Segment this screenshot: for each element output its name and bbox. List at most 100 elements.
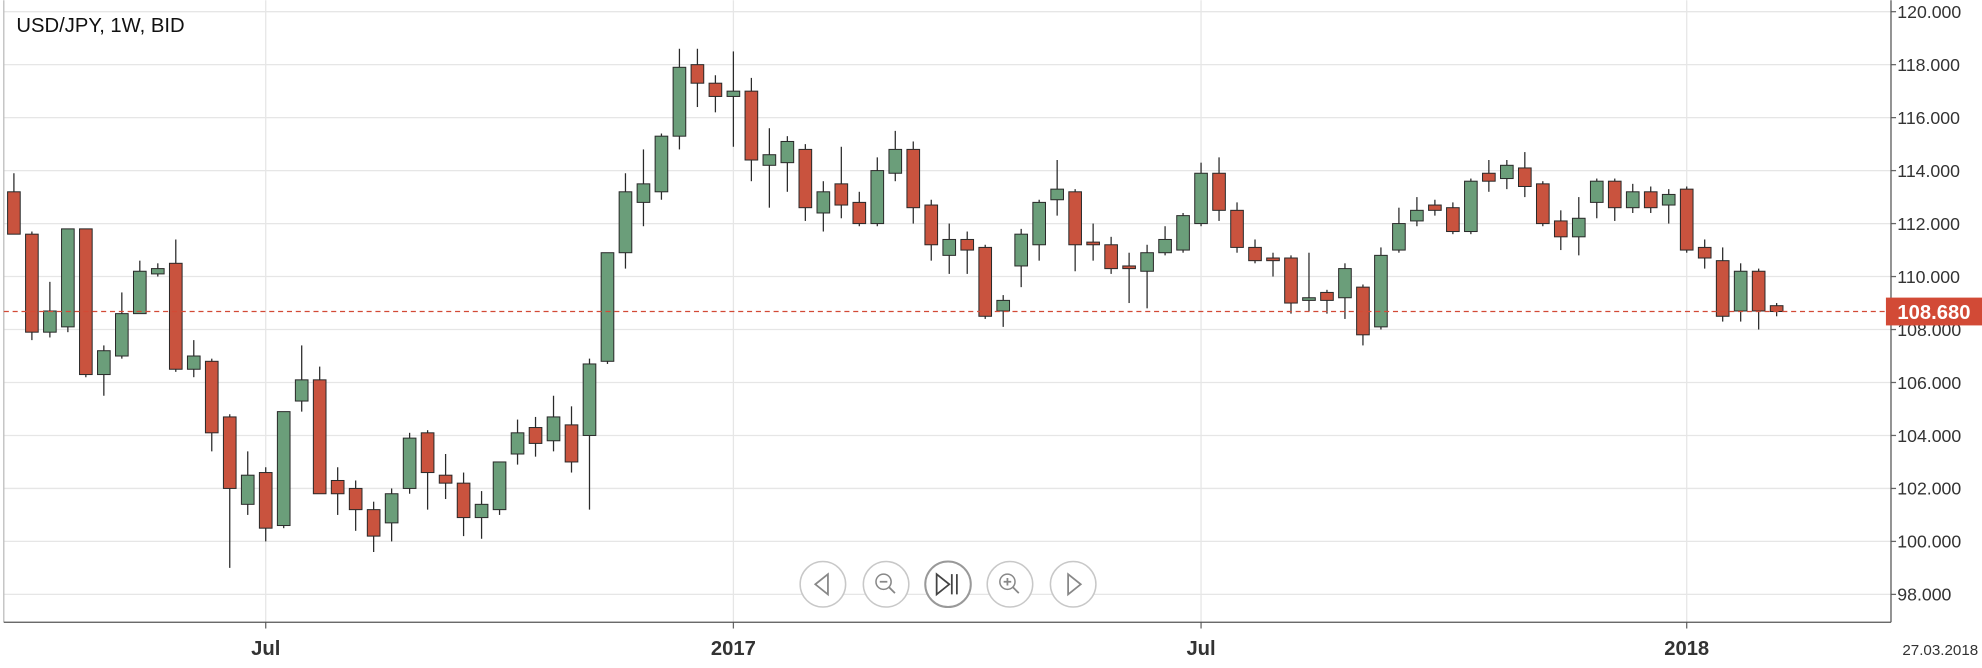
candle-body	[1140, 252, 1154, 272]
y-tick-label: 120.000	[1897, 2, 1961, 22]
candle-body	[942, 238, 957, 256]
candle-body	[1158, 238, 1172, 254]
candle-body	[456, 482, 471, 519]
candle-body	[1733, 270, 1748, 312]
candle-body	[726, 90, 741, 97]
candle-body	[7, 191, 21, 235]
candle-body	[348, 487, 363, 511]
candle-body	[1302, 297, 1316, 301]
candle-body	[168, 262, 183, 370]
candle-body	[744, 90, 759, 161]
candle-body	[510, 432, 525, 455]
candle-body	[888, 148, 903, 174]
candle-body	[1607, 180, 1622, 209]
candle-body	[762, 154, 777, 166]
candle-body	[294, 379, 309, 402]
x-tick-label: Jul	[251, 638, 280, 660]
candle-body	[1751, 270, 1766, 312]
candle-body	[1482, 172, 1496, 182]
candle-body	[1535, 183, 1550, 225]
candle-body	[978, 246, 993, 317]
candle-body	[240, 474, 255, 505]
candle-body	[1284, 257, 1298, 304]
candle-body	[996, 299, 1011, 312]
candle-body	[1715, 260, 1730, 317]
candle-body	[1338, 268, 1352, 299]
chart-title: USD/JPY, 1W, BID	[16, 15, 184, 37]
zoom-in-button[interactable]	[986, 560, 1034, 608]
candle-body	[1589, 180, 1604, 203]
scroll-right-button[interactable]	[1049, 560, 1097, 608]
candle-body	[1679, 188, 1694, 251]
candle-body	[1625, 191, 1640, 209]
candle-body	[1410, 209, 1424, 222]
y-tick-label: 98.000	[1897, 585, 1951, 605]
y-tick-label: 112.000	[1897, 214, 1960, 234]
candle-body	[1086, 241, 1100, 246]
y-tick-label: 102.000	[1897, 479, 1961, 499]
candle-body	[402, 437, 417, 489]
candle-body	[960, 238, 975, 251]
candle-body	[528, 427, 543, 444]
candle-body	[906, 148, 921, 209]
candle-body	[1446, 207, 1460, 233]
y-tick-label: 100.000	[1897, 532, 1961, 552]
navigation	[799, 560, 1097, 609]
zoom-out-button[interactable]	[862, 560, 910, 608]
candle-body	[1176, 215, 1190, 251]
candle-body	[870, 170, 885, 225]
y-tick-label: 118.000	[1897, 55, 1960, 75]
candle-body	[1104, 244, 1118, 270]
candle-body	[546, 416, 561, 442]
candle-body	[366, 509, 381, 537]
candle-body	[1068, 191, 1082, 246]
candle-body	[492, 461, 507, 511]
candle-body	[276, 411, 291, 527]
candle-body	[132, 270, 147, 315]
candle-body	[654, 135, 669, 193]
candle-body	[1050, 188, 1064, 201]
x-tick-label: Jul	[1186, 638, 1215, 660]
candle-body	[258, 472, 273, 529]
scroll-left-button[interactable]	[799, 560, 847, 608]
candle-body	[600, 252, 615, 362]
last-price-label: 108.680	[1897, 302, 1970, 324]
candle-body	[115, 313, 129, 357]
candle-body	[312, 379, 327, 495]
candle-body	[330, 479, 345, 495]
x-tick-label: 2018	[1664, 638, 1709, 660]
candle-body	[1769, 305, 1784, 313]
y-tick-label: 110.000	[1897, 267, 1960, 287]
candle-body	[1500, 164, 1514, 180]
candle-body	[852, 201, 867, 225]
y-tick-label: 116.000	[1897, 108, 1960, 128]
candle-body	[1553, 220, 1568, 238]
reset-button[interactable]	[924, 560, 972, 609]
candle-body	[780, 140, 795, 164]
candle-body	[1032, 201, 1046, 246]
candle-body	[1194, 172, 1208, 225]
candle-body	[636, 183, 651, 203]
candle-body	[61, 228, 75, 328]
candle-body	[1517, 167, 1532, 188]
candle-body	[79, 228, 93, 376]
candle-body	[222, 416, 237, 489]
candle-body	[43, 310, 57, 333]
candle-body	[1428, 204, 1442, 211]
date-label: 27.03.2018	[1902, 642, 1978, 659]
candle-body	[834, 183, 849, 206]
candle-body	[672, 66, 687, 137]
candle-body	[384, 493, 399, 524]
candle-body	[97, 350, 111, 376]
candle-body	[798, 148, 813, 209]
x-tick-label: 2017	[711, 638, 756, 660]
candle-body	[438, 474, 453, 484]
y-tick-label: 114.000	[1897, 161, 1960, 181]
candle-body	[708, 82, 723, 97]
candle-body	[474, 503, 489, 519]
candle-body	[1122, 265, 1136, 270]
candle-body	[25, 233, 39, 333]
candle-body	[1230, 209, 1244, 248]
candle-body	[1464, 180, 1478, 233]
